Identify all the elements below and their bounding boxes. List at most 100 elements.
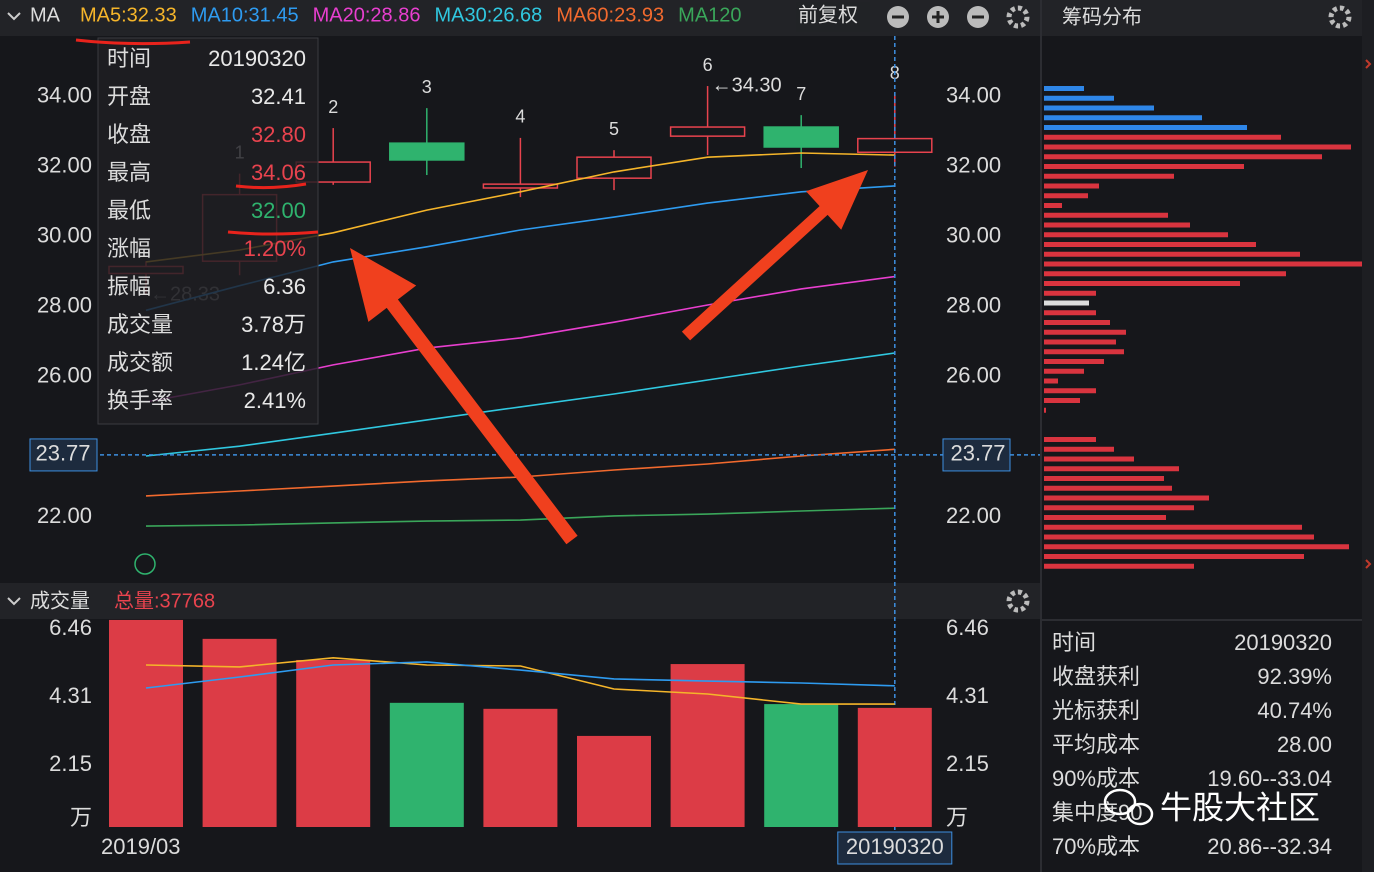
chip-bar — [1044, 271, 1286, 277]
watermark: 牛股大社区 — [1103, 788, 1320, 826]
chip-bar — [1044, 563, 1194, 569]
info-label: 收盘获利 — [1052, 664, 1140, 689]
tooltip-value: 1.24亿 — [241, 350, 306, 375]
chip-bar — [1044, 125, 1247, 130]
volume-title: 成交量 — [30, 589, 90, 612]
info-value: 40.74% — [1257, 698, 1332, 723]
y-tick-label: 30.00 — [37, 223, 92, 248]
chip-bar — [1044, 173, 1174, 179]
tooltip-value: 3.78万 — [241, 312, 306, 337]
chip-bar — [1044, 349, 1124, 355]
settings-button[interactable] — [1006, 5, 1030, 29]
chip-bar — [1044, 115, 1202, 121]
tooltip-box — [97, 37, 319, 425]
underline — [75, 38, 191, 46]
high-label: ←34.30 — [712, 74, 782, 96]
tooltip-value: 34.06 — [251, 160, 306, 185]
tooltip-label: 成交额 — [107, 350, 173, 375]
candle-label: 5 — [609, 119, 619, 139]
volume-bar — [483, 708, 558, 827]
chip-bar — [1044, 193, 1088, 199]
tooltip-label: 振幅 — [107, 274, 151, 299]
candle-label: 3 — [422, 77, 432, 97]
wechat-icon — [1126, 802, 1154, 826]
ma-line — [145, 507, 895, 527]
y-tick-label: 4.31 — [946, 683, 989, 708]
y-tick-label: 2.15 — [946, 751, 989, 776]
y-tick-label: 22.00 — [946, 503, 1001, 528]
chip-bar — [1044, 398, 1080, 403]
chip-bar — [1044, 476, 1164, 481]
chip-bar — [1044, 164, 1244, 169]
y-tick-label: 26.00 — [946, 363, 1001, 388]
info-value: 28.00 — [1277, 732, 1332, 757]
chip-bar — [1044, 183, 1099, 189]
toolbar-icons — [887, 5, 1352, 613]
y-tick-label: 2.15 — [49, 751, 92, 776]
legend-entry: MA5:32.33 — [80, 4, 177, 26]
legend-entry: MA10:31.45 — [191, 4, 299, 26]
volume-bar — [670, 664, 745, 827]
tooltip-value: 6.36 — [263, 274, 306, 299]
overlay-layer: 时间 20190320 开盘 32.41 收盘 32.80 最高 34.06 最低 32.00 涨幅… — [97, 37, 1332, 859]
tooltip-value: 1.20% — [244, 236, 306, 261]
info-label: 平均成本 — [1052, 732, 1140, 757]
y-tick-label: 6.46 — [946, 615, 989, 640]
chip-bar — [1044, 320, 1110, 325]
ma-line — [145, 352, 895, 457]
chip-header-bar — [1042, 0, 1362, 36]
volume-bar — [764, 704, 839, 827]
volume-bar — [296, 659, 371, 827]
chip-bar — [1044, 222, 1190, 228]
tooltip-label: 开盘 — [107, 84, 151, 109]
tooltip-label: 时间 — [107, 46, 151, 71]
icon-glyph — [932, 11, 944, 23]
chip-bar — [1044, 524, 1302, 530]
y-tick-label: 34.00 — [37, 82, 92, 107]
chip-bar — [1044, 300, 1089, 306]
tooltip-label: 成交量 — [107, 312, 173, 337]
tooltip-value: 2.41% — [244, 388, 306, 413]
y-tick-label: 32.00 — [946, 152, 1001, 177]
volume-bar — [202, 638, 277, 827]
collapse-icon[interactable] — [7, 597, 21, 606]
chip-bar — [1044, 466, 1179, 472]
cursor-price-label: 23.77 — [950, 441, 1005, 466]
y-tick-label: 30.00 — [946, 223, 1001, 248]
lock-icon — [134, 553, 156, 575]
volume-bar — [389, 702, 464, 827]
y-tick-label: 22.00 — [37, 503, 92, 528]
volume-ma-line — [145, 656, 895, 705]
scrollbar — [1362, 0, 1374, 872]
chip-bar — [1044, 456, 1134, 462]
tooltip-label: 收盘 — [107, 122, 151, 147]
chip-bar — [1044, 95, 1114, 101]
tooltip-value: 32.80 — [251, 122, 306, 147]
y-tick-label: 26.00 — [37, 363, 92, 388]
settings-button[interactable] — [1328, 5, 1352, 29]
wechat-icon — [1103, 788, 1137, 816]
collapse-icon[interactable] — [7, 12, 21, 21]
tooltip-value: 32.00 — [251, 198, 306, 223]
settings-button[interactable] — [1006, 589, 1030, 613]
volume-bar — [857, 707, 932, 827]
scroll-mark — [1365, 59, 1372, 569]
chip-bar — [1044, 505, 1194, 511]
chip-bar — [1044, 544, 1349, 550]
chip-bar — [1044, 261, 1362, 267]
x-tick-label: 20190320 — [846, 834, 944, 859]
info-value: 92.39% — [1257, 664, 1332, 689]
candle-body — [482, 183, 559, 189]
volume-total: 总量:37768 — [114, 589, 215, 612]
candle-label: 6 — [703, 55, 713, 75]
tooltip-value: 32.41 — [251, 84, 306, 109]
chip-title: 筹码分布 — [1062, 5, 1142, 28]
underline — [235, 182, 307, 190]
cursor-price-box — [29, 438, 98, 472]
chip-bar — [1044, 368, 1084, 374]
candle-body — [576, 156, 652, 179]
chip-bar — [1044, 154, 1322, 160]
chip-bar — [1044, 378, 1058, 384]
candle-label: 4 — [515, 107, 525, 127]
